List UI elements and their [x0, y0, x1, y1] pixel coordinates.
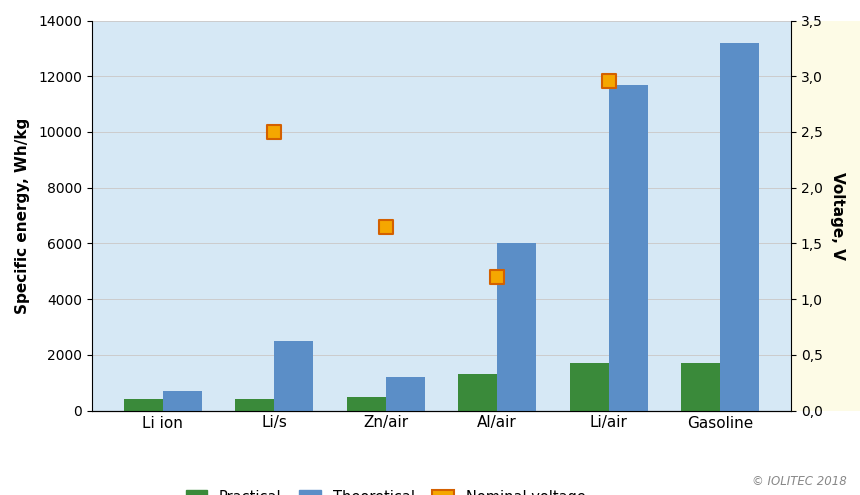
Y-axis label: Specific energy, Wh/kg: Specific energy, Wh/kg: [15, 117, 30, 314]
Point: [156, 5, 169, 13]
Point: [267, 128, 281, 136]
Point: [602, 77, 616, 85]
Point: [379, 223, 393, 231]
Bar: [274, 341, 313, 411]
Bar: [347, 396, 386, 411]
Bar: [236, 399, 274, 411]
Bar: [609, 85, 648, 411]
Bar: [124, 399, 163, 411]
Bar: [681, 363, 721, 411]
Bar: [458, 374, 497, 411]
Point: [490, 273, 504, 281]
Y-axis label: Voltage, V: Voltage, V: [830, 172, 845, 259]
Bar: [497, 244, 537, 411]
Legend: Practical, Theoretical, Nominal voltage: Practical, Theoretical, Nominal voltage: [180, 484, 592, 495]
Bar: [721, 43, 759, 411]
Text: © IOLITEC 2018: © IOLITEC 2018: [752, 475, 847, 488]
Bar: [386, 377, 425, 411]
Bar: [569, 363, 609, 411]
Bar: [163, 391, 202, 411]
